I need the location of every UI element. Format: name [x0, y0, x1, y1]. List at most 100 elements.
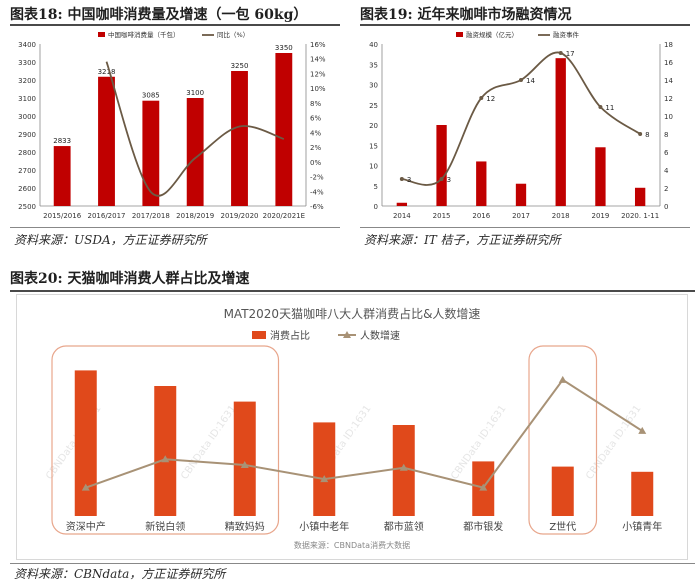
fig20-frame	[16, 294, 688, 560]
fig20-line-marker	[638, 426, 647, 434]
fig18-bar-label: 3100	[186, 89, 204, 97]
fig20-chart: CBNData ID:1631 CBNData ID:1631 CBNData ID…	[16, 294, 688, 560]
fig18-ytick-right: 10%	[310, 85, 326, 93]
fig19-line-marker	[439, 177, 444, 181]
fig19-line-marker	[519, 78, 523, 82]
fig18-ytick-left: 3400	[18, 41, 36, 49]
fig18-xtick: 2019/2020	[221, 212, 259, 220]
fig19-line-label: 3	[407, 176, 411, 184]
fig19-line-label: 3	[447, 176, 451, 184]
fig18-ytick-right: 2%	[310, 144, 321, 152]
fig19-legend-bar-swatch	[456, 32, 463, 37]
fig18-ytick-left: 2600	[18, 185, 36, 193]
fig18-source: 资料来源：USDA，方正证券研究所	[14, 233, 207, 247]
fig19-xtick: 2017	[512, 212, 530, 220]
fig18-bar	[186, 98, 204, 206]
fig19-source: 资料来源：IT 桔子，方正证券研究所	[364, 233, 561, 247]
fig18-ytick-right: -2%	[310, 174, 324, 182]
fig20-line-marker	[161, 455, 170, 463]
fig18-ytick-left: 3000	[18, 113, 36, 121]
fig18-legend-bar-label: 中国咖啡消费量（千包）	[108, 30, 180, 39]
fig18-legend-bar-swatch	[98, 32, 105, 37]
fig18-ytick-right: 4%	[310, 129, 321, 137]
fig20-highlight-box	[51, 345, 280, 535]
fig18-ytick-left: 2900	[18, 131, 36, 139]
fig18-line	[105, 61, 285, 197]
fig19-ytick-left: 20	[369, 122, 378, 130]
fig19-chart: 0 5 10 15 20 25 30 35 40 0 2 4 6 8 10 12 14 16 18 2014 2015 2…	[369, 30, 673, 220]
fig18-xtick: 2017/2018	[132, 212, 170, 220]
fig18-source-rule	[10, 227, 340, 228]
fig19-ytick-left: 35	[369, 61, 378, 69]
fig18-title: 图表18: 中国咖啡消费量及增速（一包 60kg）	[10, 7, 308, 23]
fig18-bar	[231, 71, 248, 206]
fig18-ytick-left: 2500	[18, 203, 36, 211]
fig20-bar	[631, 471, 654, 516]
fig19-ytick-right: 4	[664, 167, 669, 175]
fig18-xtick: 2015/2016	[43, 212, 82, 220]
fig19-ytick-left: 5	[374, 183, 378, 191]
fig20-xtick: 新锐白领	[145, 520, 185, 533]
fig18-xtick: 2020/2021E	[263, 212, 305, 220]
fig18-ytick-left: 2700	[18, 167, 36, 175]
fig19-title-rule	[360, 24, 690, 26]
fig19-ytick-right: 12	[664, 95, 673, 103]
fig20-xtick: 都市银发	[463, 520, 503, 533]
fig20-panel: 图表20: 天猫咖啡消费人群占比及增速 CBNData ID:1631 CBNDa…	[10, 262, 695, 582]
fig19-ytick-right: 14	[664, 77, 673, 85]
fig18-ytick-right: 8%	[310, 100, 321, 108]
fig19-ytick-right: 16	[664, 59, 673, 67]
fig18-ytick-right: -6%	[310, 203, 324, 211]
fig18-bar-label: 3218	[98, 68, 116, 76]
fig19-ytick-left: 10	[369, 163, 378, 171]
fig20-xtick: 小镇青年	[622, 520, 662, 533]
fig18-ytick-left: 3100	[18, 95, 36, 103]
fig18-legend-line-label: 同比（%）	[217, 30, 249, 39]
fig20-source-rule	[10, 563, 695, 564]
fig19-bar	[396, 202, 408, 206]
fig20-xtick: 精致妈妈	[225, 520, 265, 533]
fig19-line-label: 14	[526, 77, 535, 85]
fig19-ytick-left: 15	[369, 142, 378, 150]
fig20-line-marker	[479, 483, 488, 491]
fig18-ytick-right: -4%	[310, 188, 324, 196]
fig20-legend-bar-label: 消费占比	[270, 329, 310, 342]
fig18-bar	[142, 100, 160, 206]
fig19-bar	[476, 161, 487, 206]
fig19-xtick: 2020. 1-11	[621, 212, 659, 220]
fig20-line-marker	[240, 460, 249, 468]
fig20-xtick: Z世代	[549, 521, 576, 533]
fig18-bar	[53, 146, 71, 206]
fig18-xtick: 2016/2017	[88, 212, 126, 220]
fig19-xtick: 2018	[552, 212, 570, 220]
fig19-legend-line-label: 融资事件	[553, 30, 580, 39]
fig20-line-marker	[399, 463, 408, 471]
fig18-bar-label: 3350	[275, 44, 293, 52]
fig19-line-marker	[479, 96, 484, 100]
fig19-line-label: 17	[566, 50, 575, 58]
fig19-bar	[595, 147, 606, 206]
fig19-ytick-right: 10	[664, 113, 673, 121]
fig18-panel: 图表18: 中国咖啡消费量及增速（一包 60kg） 2500 2600 2700 28…	[10, 0, 340, 250]
fig18-ytick-right: 14%	[310, 56, 326, 64]
fig19-line-marker	[598, 105, 603, 109]
fig19-line-label: 8	[645, 131, 649, 139]
fig20-bar	[233, 401, 256, 516]
fig18-ytick-left: 3300	[18, 59, 36, 67]
fig20-xtick: 都市蓝领	[384, 520, 424, 533]
fig19-title: 图表19: 近年来咖啡市场融资情况	[360, 7, 572, 23]
fig20-bar	[313, 422, 336, 516]
fig18-ytick-right: 16%	[310, 41, 326, 49]
fig18-bar-label: 2833	[53, 137, 71, 145]
fig19-bar	[515, 183, 527, 206]
fig18-ytick-right: 12%	[310, 70, 326, 78]
fig20-chart-title: MAT2020天猫咖啡八大人群消费占比&人数增速	[224, 306, 481, 321]
fig20-title-rule	[10, 290, 695, 292]
fig18-title-rule	[10, 24, 340, 26]
fig18-xtick: 2018/2019	[176, 212, 214, 220]
fig20-bar	[154, 386, 177, 516]
fig20-legend-line-label: 人数增速	[360, 329, 400, 342]
fig19-ytick-right: 18	[664, 41, 673, 49]
fig18-bar-label: 3250	[231, 62, 249, 70]
fig19-ytick-right: 8	[664, 131, 668, 139]
